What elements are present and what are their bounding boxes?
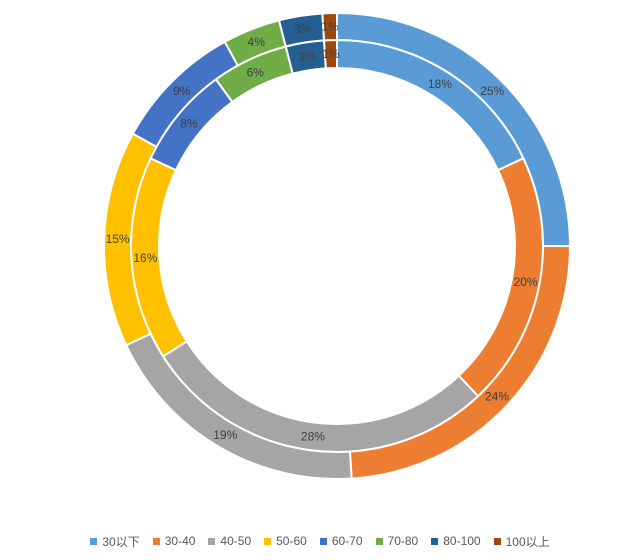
data-label-ring1-3: 28% <box>301 429 325 443</box>
slice-ring2-8 <box>321 11 338 42</box>
data-label-ring2-3: 19% <box>213 428 237 442</box>
data-label-ring1-4: 16% <box>133 251 157 265</box>
legend-swatch <box>264 537 272 545</box>
data-label-ring1-5: 8% <box>180 117 198 131</box>
data-label-ring2-6: 4% <box>248 35 266 49</box>
doughnut-chart: 18% 20% 28% 16% 8% 6% 3% 1% 25% 24% 19% 15% 9% 4% 3% 1% <box>103 11 572 480</box>
legend-swatch <box>493 537 501 545</box>
legend-label: 30以下 <box>102 534 140 549</box>
legend-label: 30-40 <box>164 534 196 548</box>
data-label-ring2-5: 9% <box>173 84 191 98</box>
legend-label: 70-80 <box>387 534 419 548</box>
legend-label: 80-100 <box>443 534 481 548</box>
data-label-ring1-1: 18% <box>428 77 452 91</box>
legend-item: 30以下 <box>90 533 140 550</box>
legend-item: 30-40 <box>152 534 196 548</box>
data-label-ring1-8: 1% <box>322 47 340 61</box>
data-label-ring2-7: 3% <box>294 22 312 36</box>
data-label-ring2-4: 15% <box>106 232 130 246</box>
data-label-ring1-7: 3% <box>298 49 316 63</box>
data-label-ring2-8: 1% <box>321 20 339 34</box>
legend-swatch <box>375 537 383 545</box>
legend-label: 40-50 <box>220 534 252 548</box>
legend-item: 40-50 <box>208 534 251 548</box>
chart-legend: 30以下 30-40 40-50 50-60 60-70 70-80 80-100 100以上 <box>0 531 640 551</box>
legend-item: 100以上 <box>493 533 550 550</box>
data-label-ring1-2: 20% <box>514 275 538 289</box>
legend-swatch <box>90 537 98 545</box>
legend-item: 60-70 <box>319 534 363 548</box>
data-label-ring2-1: 25% <box>480 84 504 98</box>
legend-item: 50-60 <box>264 534 307 548</box>
legend-swatch <box>431 537 439 545</box>
legend-swatch <box>152 537 160 545</box>
legend-swatch <box>208 537 216 545</box>
data-label-ring1-6: 6% <box>247 65 265 79</box>
legend-item: 70-80 <box>375 534 419 548</box>
legend-swatch <box>319 537 327 545</box>
legend-item: 80-100 <box>431 534 481 548</box>
legend-label: 60-70 <box>331 534 363 548</box>
data-label-ring2-2: 24% <box>485 389 509 403</box>
legend-label: 100以上 <box>505 534 550 549</box>
legend-label: 50-60 <box>276 534 307 548</box>
